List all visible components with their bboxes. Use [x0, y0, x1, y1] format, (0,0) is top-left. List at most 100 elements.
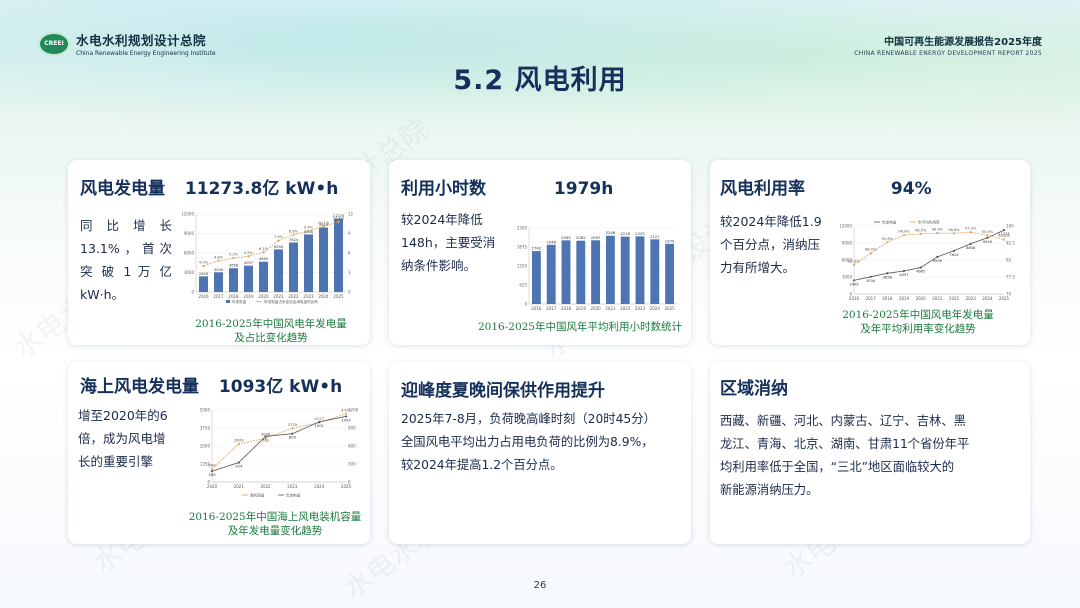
x-tick-label: 2024: [314, 484, 325, 489]
capacity-point: [237, 442, 240, 446]
rate-line: [853, 231, 1005, 266]
y-tick-label: 3000: [184, 270, 195, 275]
share-point: [277, 239, 280, 242]
capacity-point: [264, 437, 267, 440]
y-tick-label: 625: [519, 283, 527, 288]
y-tick-label: 0: [524, 302, 527, 307]
data-label: 95.9%: [982, 230, 994, 234]
y-tick-label: 0: [191, 290, 194, 295]
capacity-point: [344, 412, 348, 415]
x-tick-label: 2024: [318, 294, 329, 299]
generation-point: [952, 249, 956, 252]
card-label: 迎峰度夏晚间保供作用提升: [401, 381, 605, 401]
data-label: 6.1%: [259, 247, 269, 251]
x-tick-label: 2020: [258, 294, 269, 299]
bar: [289, 242, 298, 292]
card-value: 11273.8亿 kW•h: [184, 179, 339, 199]
data-label: 3046: [261, 432, 271, 437]
y-tick-label: 1250: [200, 462, 211, 467]
bar: [531, 251, 541, 304]
data-label: 1979: [665, 238, 675, 243]
rate-point: [986, 234, 989, 237]
x-tick-label: 2025: [333, 294, 344, 299]
data-label: 82.9%: [848, 259, 860, 263]
share-point: [232, 257, 235, 260]
data-label: 2225: [635, 231, 645, 236]
data-label: 1001: [314, 423, 324, 428]
rate-chart: 0 70 3000 77.5 6000 85 9000 92.5 12000 100 2409 303…: [840, 220, 1015, 302]
data-label: 96.9%: [932, 228, 944, 232]
share-point: [337, 220, 340, 223]
bar: [244, 265, 253, 292]
rate-point: [936, 231, 939, 235]
report-title: 中国可再生能源发展报告2025年度 CHINA RENEWABLE ENERGY…: [854, 33, 1042, 57]
y-tick-label: 1875: [517, 245, 527, 250]
rate-point: [886, 241, 889, 244]
x-tick-label: 2019: [243, 294, 254, 299]
bar: [561, 240, 571, 304]
bar: [620, 236, 630, 304]
bar: [665, 243, 675, 304]
bar: [214, 272, 223, 292]
card-value: 1093亿 kW•h: [218, 377, 343, 397]
data-label: 900: [208, 463, 216, 468]
x-tick-label: 2021: [932, 296, 943, 301]
chart-caption: 2016-2025年中国风电年发电量 及年平均利用率变化趋势: [842, 309, 994, 335]
y2-tick-label: 12: [348, 212, 354, 217]
x-tick-label: 2021: [234, 484, 245, 489]
y2-tick-label: 70: [1006, 292, 1012, 297]
generation-point: [902, 269, 906, 273]
offshore-chart: 0 0 1250 300 2500 600 3750 900 5000 1200 900 2639 30…: [200, 407, 359, 497]
offshore-generation-point: [318, 420, 321, 424]
card-label: 风电发电量: [80, 179, 165, 199]
x-tick-label: 2020: [207, 484, 218, 489]
bar: [229, 268, 238, 292]
y2-tick-label: 77.5: [1006, 275, 1015, 280]
y-tick-label: 3000: [842, 275, 853, 280]
y-tick-label: 5000: [200, 408, 211, 413]
data-label: 6556: [274, 245, 284, 249]
x-tick-label: 2021: [605, 306, 616, 311]
data-label: 2409: [199, 272, 209, 276]
report-title-en: CHINA RENEWABLE ENERGY DEVELOPMENT REPOR…: [854, 50, 1042, 57]
bar: [199, 276, 208, 292]
data-label: 97.3%: [965, 227, 977, 231]
generation-chart: 0 0 3000 3 6000 6 9000 9 12000 12 2409 3034 3658 4057…: [182, 212, 354, 305]
y2-tick-label: 900: [348, 426, 356, 431]
card-text: 较2024年降低1.9 个百分点，消纳压 力有所增大。: [720, 214, 822, 275]
rate-point: [869, 252, 872, 255]
x-tick-label: 2016: [531, 306, 542, 311]
offshore-generation-point: [264, 435, 267, 438]
data-label: 1742: [532, 246, 542, 251]
y2-tick-label: 0: [348, 480, 351, 485]
data-label: 3729: [288, 422, 298, 427]
data-label: 4665: [916, 270, 925, 274]
bar: [635, 236, 645, 304]
bar: [304, 234, 313, 292]
y-tick-label: 1250: [517, 264, 527, 269]
data-label: 7.9%: [274, 235, 284, 239]
card-value: 1979h: [553, 179, 614, 199]
data-label: 94.0%: [998, 234, 1010, 238]
x-tick-label: 2022: [261, 484, 272, 489]
share-point: [247, 255, 250, 258]
y-tick-label: 9000: [184, 231, 195, 236]
data-label: 96.5%: [915, 228, 927, 232]
y-tick-label: 9000: [842, 241, 853, 246]
card-offshore-generation: 海上风电发电量 1093亿 kW•h 增至2020年的6 倍，成为风电增 长的重…: [68, 362, 370, 544]
data-label: 2246: [606, 230, 616, 235]
y-tick-label: 0: [849, 292, 852, 297]
x-tick-label: 2025: [665, 306, 676, 311]
y2-tick-label: 3: [348, 270, 351, 275]
card-text: 2025年7-8月，负荷晚高峰时刻（20时45分） 全国风电平均出力占用电负荷的…: [401, 412, 656, 472]
data-label: 805: [289, 435, 297, 440]
y-tick-label: 2500: [517, 226, 527, 231]
share-point: [217, 259, 220, 262]
chart-caption: 2016-2025年中国海上风电装机容量 及年发电量变化趋势: [188, 511, 362, 537]
y2-tick-label: 92.5: [1006, 241, 1015, 246]
data-label: 2082: [576, 235, 586, 240]
rate-point: [1002, 238, 1006, 241]
data-label: 1093: [341, 417, 351, 422]
x-tick-label: 2017: [866, 296, 877, 301]
generation-point: [886, 272, 889, 275]
